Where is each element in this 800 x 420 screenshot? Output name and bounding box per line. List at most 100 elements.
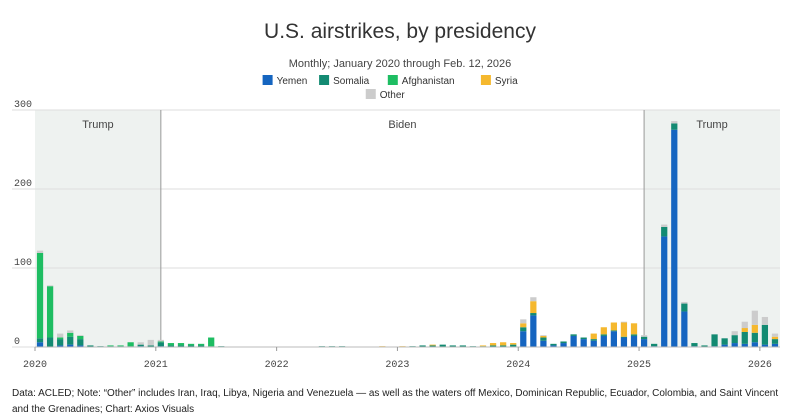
bar-somalia-m2 bbox=[57, 339, 64, 346]
bar-somalia-m73 bbox=[771, 339, 779, 344]
bar-other-m3 bbox=[67, 330, 74, 333]
bar-other-m48 bbox=[520, 319, 527, 324]
bar-somalia-m39 bbox=[429, 345, 436, 347]
bar-somalia-m11 bbox=[147, 345, 154, 347]
bar-syria-m47 bbox=[510, 343, 517, 345]
bar-yemen-m57 bbox=[610, 331, 618, 347]
bar-syria-m56 bbox=[600, 327, 607, 335]
bar-afghanistan-m16 bbox=[197, 343, 205, 346]
bar-somalia-m71 bbox=[751, 332, 758, 343]
bar-other-m10 bbox=[137, 342, 144, 345]
source-note: Data: ACLED; Note: “Other” includes Iran… bbox=[12, 388, 779, 415]
bar-syria-m71 bbox=[751, 324, 758, 333]
bar-afghanistan-m4 bbox=[77, 335, 84, 340]
bar-yemen-m70 bbox=[741, 343, 748, 347]
x-tick-2025: 2025 bbox=[627, 360, 651, 371]
legend-swatch-other bbox=[365, 89, 376, 99]
bar-yemen-m62 bbox=[661, 236, 668, 347]
bar-yemen-m0 bbox=[36, 342, 44, 347]
y-tick-300: 300 bbox=[14, 100, 32, 111]
bar-somalia-m52 bbox=[560, 341, 567, 344]
bar-other-m73 bbox=[771, 333, 779, 337]
bar-somalia-m57 bbox=[610, 330, 618, 332]
bar-yemen-m58 bbox=[620, 337, 628, 347]
legend-swatch-somalia bbox=[319, 75, 330, 85]
bar-other-m72 bbox=[761, 316, 769, 325]
bar-yemen-m72 bbox=[761, 344, 769, 347]
bar-yemen-m71 bbox=[751, 342, 758, 347]
bar-syria-m48 bbox=[520, 323, 527, 328]
bar-syria-m73 bbox=[771, 336, 779, 340]
bar-syria-m44 bbox=[479, 345, 487, 347]
bar-afghanistan-m1 bbox=[46, 286, 54, 338]
bar-yemen-m54 bbox=[580, 339, 587, 347]
era-shade-0 bbox=[35, 110, 161, 347]
bar-other-m11 bbox=[147, 339, 154, 346]
bar-somalia-m5 bbox=[87, 345, 94, 347]
bar-somalia-m70 bbox=[741, 331, 748, 344]
bar-somalia-m64 bbox=[681, 303, 688, 312]
bar-somalia-m41 bbox=[449, 345, 456, 347]
bar-somalia-m45 bbox=[489, 345, 497, 347]
bar-somalia-m60 bbox=[640, 336, 648, 340]
bar-somalia-m53 bbox=[570, 334, 577, 336]
bar-syria-m49 bbox=[530, 301, 537, 314]
bar-other-m0 bbox=[36, 250, 44, 253]
bar-yemen-m52 bbox=[560, 343, 567, 347]
bar-afghanistan-m9 bbox=[127, 342, 134, 347]
y-tick-200: 200 bbox=[14, 179, 32, 190]
bar-other-m4 bbox=[77, 335, 84, 336]
bar-syria-m39 bbox=[429, 344, 436, 346]
bar-afghanistan-m0 bbox=[36, 252, 44, 339]
bar-yemen-m50 bbox=[540, 340, 547, 347]
bar-other-m63 bbox=[671, 121, 678, 124]
bar-somalia-m13 bbox=[167, 345, 175, 347]
bar-somalia-m47 bbox=[510, 344, 517, 347]
bar-yemen-m56 bbox=[600, 335, 607, 347]
y-tick-100: 100 bbox=[14, 258, 32, 269]
bar-yemen-m3 bbox=[67, 344, 74, 347]
bar-somalia-m61 bbox=[651, 343, 658, 347]
bar-somalia-m55 bbox=[590, 339, 597, 341]
bar-other-m58 bbox=[620, 321, 628, 323]
legend-label-yemen: Yemen bbox=[277, 76, 308, 87]
legend-label-syria: Syria bbox=[495, 76, 518, 87]
x-tick-2024: 2024 bbox=[506, 360, 530, 371]
bar-yemen-m48 bbox=[520, 331, 527, 347]
bar-afghanistan-m12 bbox=[157, 341, 164, 343]
bar-other-m49 bbox=[530, 297, 537, 302]
bar-other-m1 bbox=[46, 285, 54, 287]
bar-other-m50 bbox=[540, 335, 547, 336]
x-tick-2026: 2026 bbox=[748, 360, 772, 371]
bar-syria-m46 bbox=[500, 342, 507, 346]
bar-somalia-m56 bbox=[600, 334, 607, 336]
bar-somalia-m40 bbox=[439, 344, 446, 347]
bar-yemen-m60 bbox=[640, 339, 648, 347]
bar-somalia-m48 bbox=[520, 327, 527, 332]
bar-yemen-m49 bbox=[530, 315, 537, 347]
bar-somalia-m51 bbox=[550, 343, 557, 346]
bar-yemen-m51 bbox=[550, 345, 557, 347]
chart-title: U.S. airstrikes, by presidency bbox=[264, 20, 536, 43]
bar-somalia-m0 bbox=[36, 338, 44, 343]
x-tick-2021: 2021 bbox=[144, 360, 168, 371]
airstrikes-chart: Yemen Somalia Afghanistan Syria Other 0 100 200… bbox=[12, 75, 780, 371]
bar-yemen-m63 bbox=[671, 129, 678, 347]
legend-swatch-syria bbox=[480, 75, 491, 85]
bar-syria-m57 bbox=[610, 322, 618, 331]
bar-somalia-m65 bbox=[691, 343, 698, 347]
bar-other-m69 bbox=[731, 331, 738, 336]
bar-somalia-m14 bbox=[177, 345, 185, 347]
x-tick-2023: 2023 bbox=[385, 360, 409, 371]
bar-other-m12 bbox=[157, 339, 164, 342]
bar-other-m2 bbox=[57, 333, 64, 338]
bar-syria-m55 bbox=[590, 333, 597, 340]
bar-somalia-m16 bbox=[197, 345, 205, 347]
era-label-1: Biden bbox=[388, 119, 416, 131]
bar-afghanistan-m3 bbox=[67, 332, 74, 337]
bar-syria-m58 bbox=[620, 322, 628, 337]
bar-yemen-m2 bbox=[57, 345, 64, 347]
bar-other-m62 bbox=[661, 224, 668, 227]
bar-yemen-m69 bbox=[731, 343, 738, 347]
bar-syria-m59 bbox=[630, 323, 638, 335]
